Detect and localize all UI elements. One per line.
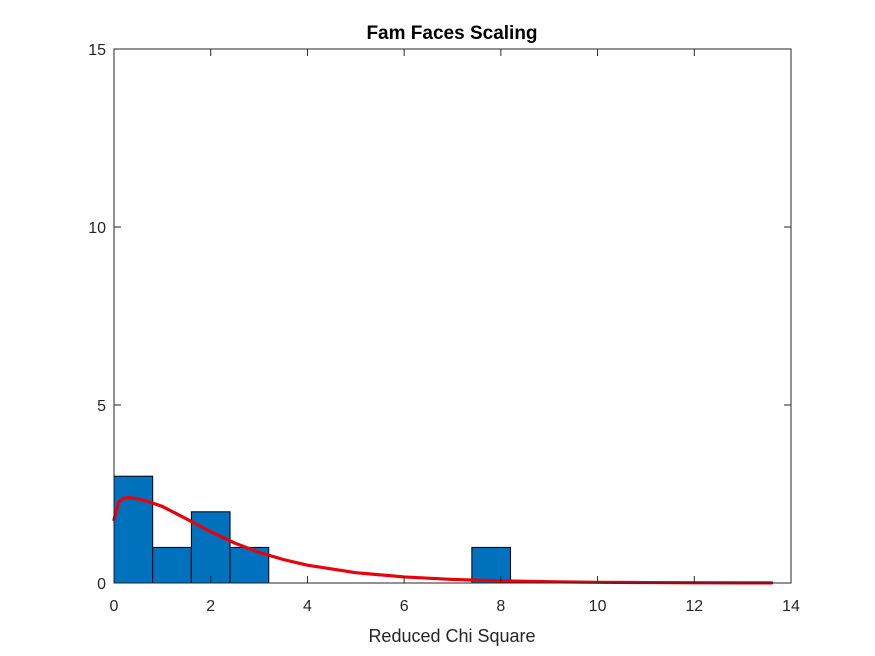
histogram-bar-2 <box>190 511 231 584</box>
histogram-bar-0 <box>113 475 154 584</box>
axes-box <box>113 48 792 584</box>
x-tick-label-7: 14 <box>782 598 800 615</box>
x-tick-label-4: 8 <box>496 598 505 615</box>
x-tick-label-2: 4 <box>303 598 312 615</box>
histogram-bar-4 <box>471 546 512 584</box>
plot-background <box>114 49 791 583</box>
x-tick-label-1: 2 <box>206 598 215 615</box>
y-tick-label-1: 5 <box>97 398 106 415</box>
histogram-bar-1 <box>152 546 192 584</box>
chart-title: Fam Faces Scaling <box>366 23 537 44</box>
y-axis-ticks: 0 5 10 15 <box>88 42 791 593</box>
x-tick-label-0: 0 <box>110 598 119 615</box>
x-tick-label-6: 12 <box>685 598 703 615</box>
fit-curve-line <box>112 495 774 585</box>
y-tick-label-3: 15 <box>88 42 106 59</box>
histogram-bars <box>113 475 512 584</box>
x-tick-label-3: 6 <box>400 598 409 615</box>
y-tick-label-0: 0 <box>97 576 106 593</box>
x-axis-label: Reduced Chi Square <box>368 626 535 646</box>
x-axis-ticks: 0 2 4 6 8 10 12 14 <box>110 49 800 615</box>
x-tick-label-5: 10 <box>589 598 607 615</box>
y-tick-label-2: 10 <box>88 220 106 237</box>
